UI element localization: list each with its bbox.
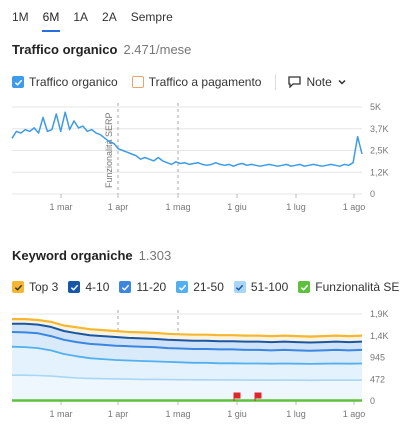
serp-flag-icon [233,392,241,401]
series-line [11,345,363,365]
x-tick-label: 1 giu [227,202,247,212]
x-tick-label: 1 apr [108,202,129,212]
y-tick-label: 3,7K [370,124,389,134]
keywords-chart: 1,9K 1,4K 945 472 0 1 mar 1 apr 1 mag 1 giu 1 lug… [11,309,389,419]
checkbox-checked-icon [233,281,246,293]
tab-1a[interactable]: 1A [73,10,89,24]
legend-divider [275,74,277,90]
y-tick-label: 2,5K [370,146,389,156]
checkbox-checked-icon [119,281,132,293]
checkbox-unchecked-icon [131,76,144,88]
keywords-legend: Top 3 4-10 11-20 21-50 51-100 Funzionalità SE… [12,280,400,294]
serp-flag-icon [254,392,262,401]
checkbox-checked-icon [12,76,24,88]
legend-paid-label: Traffico a pagamento [148,75,262,89]
y-tick-label: 1,4K [370,331,389,341]
chevron-down-icon [338,79,346,85]
y-tick-label: 0 [370,189,375,199]
series-area [12,375,362,401]
notes-label: Note [306,75,332,89]
y-tick-label: 5K [370,102,381,112]
note-icon [288,76,302,88]
series-line [12,322,363,344]
x-tick-label: 1 mar [49,409,72,419]
legend-kw-toggle-3[interactable]: 21-50 [176,280,224,294]
x-tick-label: 1 mag [165,409,190,419]
tab-6m[interactable]: 6M [41,8,61,32]
period-tabs: 1M 6M 1A 2A Sempre [12,8,187,32]
checkbox-checked-icon [68,281,81,293]
x-tick-label: 1 lug [286,409,306,419]
tab-2a[interactable]: 2A [102,10,117,24]
x-tick-label: 1 ago [343,409,366,419]
x-tick-label: 1 giu [227,409,247,419]
x-tick-label: 1 lug [286,202,306,212]
legend-kw-label: 11-20 [136,280,167,294]
series-line [11,331,363,352]
x-tick-label: 1 ago [343,202,366,212]
checkbox-checked-icon [12,281,24,293]
y-tick-label: 472 [370,374,385,384]
y-tick-label: 0 [370,396,375,406]
legend-kw-label: Top 3 [29,280,59,294]
traffic-legend: Traffico organico Traffico a pagamento N… [12,74,352,90]
legend-kw-toggle-4[interactable]: 51-100 [233,280,289,294]
tab-1m[interactable]: 1M [12,10,29,24]
traffic-section-title: Traffico organico 2.471/mese [12,42,191,57]
x-tick-label: 1 mag [165,202,190,212]
y-tick-label: 1,9K [370,309,389,319]
series-line [12,318,363,338]
legend-kw-label: Funzionalità SERP [315,280,400,294]
y-tick-label: 1,2K [370,167,389,177]
legend-organic-label: Traffico organico [29,75,118,89]
keywords-section-title: Keyword organiche 1.303 [12,248,171,263]
traffic-chart: 5K 3,7K 2,5K 1,2K 0 1 mar 1 apr 1 mag 1 giu 1 lug… [11,102,389,212]
legend-kw-toggle-2[interactable]: 11-20 [119,280,166,294]
checkbox-checked-icon [176,281,189,293]
keywords-title: Keyword organiche [12,248,133,263]
serp-annotation: Funzionalità SERP [104,112,114,188]
x-tick-label: 1 apr [108,409,129,419]
legend-organic-toggle[interactable]: Traffico organico [12,75,118,89]
traffic-value: 2.471/mese [123,42,192,57]
organic-traffic-line [11,111,363,167]
traffic-title: Traffico organico [12,42,118,57]
legend-kw-label: 21-50 [193,280,224,294]
y-tick-label: 945 [370,353,385,363]
legend-kw-toggle-0[interactable]: Top 3 [12,280,58,294]
legend-paid-toggle[interactable]: Traffico a pagamento [131,75,262,89]
x-tick-label: 1 mar [49,202,72,212]
legend-kw-toggle-1[interactable]: 4-10 [68,280,109,294]
series-line [12,374,363,382]
keywords-value: 1.303 [138,248,172,263]
legend-kw-toggle-5[interactable]: Funzionalità SERP [298,280,400,294]
notes-dropdown[interactable]: Note [288,75,351,89]
legend-kw-label: 4-10 [85,280,110,294]
legend-kw-label: 51-100 [250,280,289,294]
tab-sempre[interactable]: Sempre [130,10,173,24]
checkbox-checked-icon [298,281,311,293]
